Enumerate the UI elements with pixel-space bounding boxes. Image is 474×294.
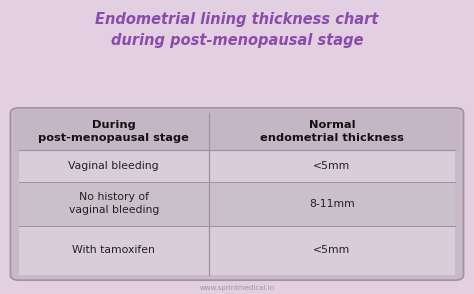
Text: <5mm: <5mm: [313, 161, 350, 171]
Text: Endometrial lining thickness chart
during post-menopausal stage: Endometrial lining thickness chart durin…: [95, 12, 379, 48]
Text: No history of
vaginal bleeding: No history of vaginal bleeding: [69, 192, 159, 215]
Text: With tamoxifen: With tamoxifen: [73, 245, 155, 255]
Text: During
post-menopausal stage: During post-menopausal stage: [38, 120, 189, 143]
FancyBboxPatch shape: [10, 108, 464, 280]
Text: Vaginal bleeding: Vaginal bleeding: [69, 161, 159, 171]
Text: 8-11mm: 8-11mm: [309, 199, 355, 209]
Bar: [19, 150, 455, 182]
FancyBboxPatch shape: [14, 110, 460, 153]
Text: <5mm: <5mm: [313, 245, 350, 255]
Text: Normal
endometrial thickness: Normal endometrial thickness: [260, 120, 404, 143]
Text: www.sprintmedical.in: www.sprintmedical.in: [200, 285, 274, 291]
Bar: [19, 225, 455, 275]
Bar: [19, 182, 455, 225]
